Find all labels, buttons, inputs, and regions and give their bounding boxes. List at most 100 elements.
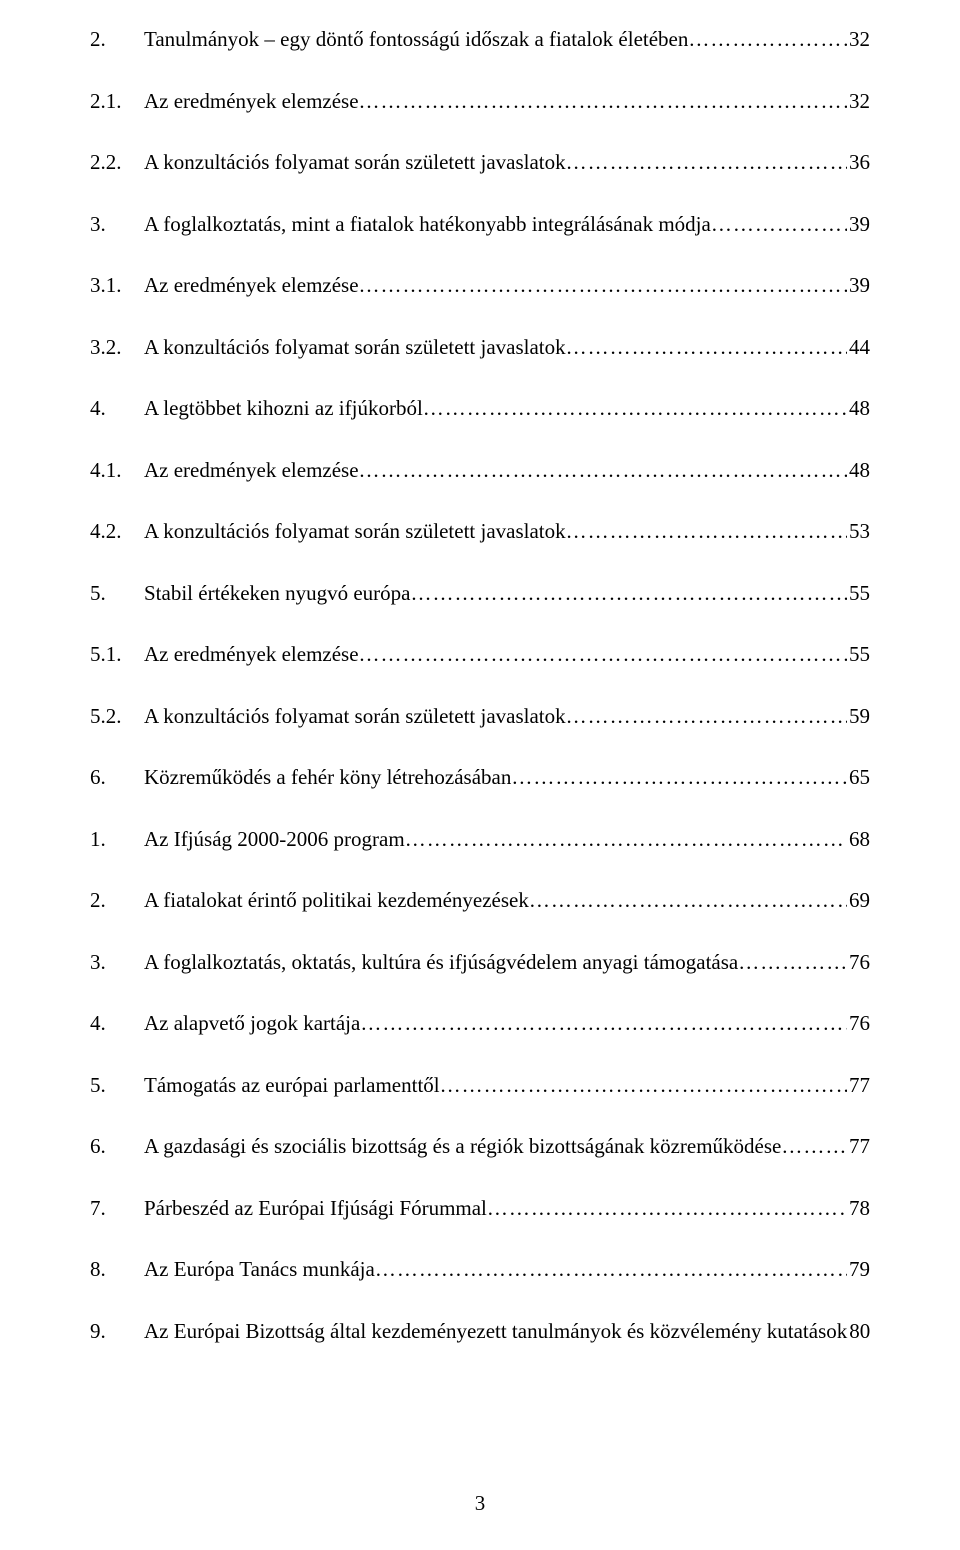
toc-entry-title: Tanulmányok – egy döntő fontosságú idősz…	[144, 24, 688, 56]
toc-entry-title: Az Európai Bizottság által kezdeményezet…	[144, 1316, 847, 1348]
toc-entry-page: 76	[847, 947, 870, 979]
toc-entry-number: 5.1.	[90, 639, 144, 671]
toc-entry-title: A konzultációs folyamat során született …	[144, 147, 566, 179]
toc-entry-title: Az alapvető jogok kartája	[144, 1008, 360, 1040]
toc-entry-title: Az eredmények elemzése	[144, 86, 359, 118]
toc-entry-number: 2.2.	[90, 147, 144, 179]
toc-entry: 5. Támogatás az európai parlamenttől …………	[90, 1070, 870, 1102]
toc-entry-title: Az eredmények elemzése	[144, 270, 359, 302]
toc-leader-dots: ……………………………………………………………………………………………………………	[375, 1254, 847, 1286]
toc-entry-title: A konzultációs folyamat során született …	[144, 332, 566, 364]
toc-entry-page: 44	[847, 332, 870, 364]
toc-entry: 4. Az alapvető jogok kartája ………………………………	[90, 1008, 870, 1040]
toc-entry-title: Az eredmények elemzése	[144, 639, 359, 671]
toc-leader-dots: ……………………………………………………………………………………………………………	[440, 1070, 847, 1102]
toc-entry-page: 55	[847, 578, 870, 610]
toc-entry-page: 68	[847, 824, 870, 856]
toc-entry-number: 4.2.	[90, 516, 144, 548]
toc-entry-title: A fiatalokat érintő politikai kezdeménye…	[144, 885, 529, 917]
toc-entry: 3. A foglalkoztatás, mint a fiatalok hat…	[90, 209, 870, 241]
toc-entry-number: 6.	[90, 1131, 144, 1163]
toc-leader-dots: ……………………………………………………………………………………………………………	[529, 885, 847, 917]
toc-entry-number: 3.2.	[90, 332, 144, 364]
toc-entry-page: 79	[847, 1254, 870, 1286]
toc-leader-dots: ……………………………………………………………………………………………………………	[359, 639, 847, 671]
toc-entry: 2. Tanulmányok – egy döntő fontosságú id…	[90, 24, 870, 56]
toc-entry-page: 77	[847, 1131, 870, 1163]
toc-entry: 3.2. A konzultációs folyamat során szüle…	[90, 332, 870, 364]
toc-entry-page: 53	[847, 516, 870, 548]
toc-entry: 6. Közreműködés a fehér köny létrehozásá…	[90, 762, 870, 794]
toc-entry: 2.2. A konzultációs folyamat során szüle…	[90, 147, 870, 179]
toc-entry-title: Stabil értékeken nyugvó európa	[144, 578, 411, 610]
toc-leader-dots: ……………………………………………………………………………………………………………	[359, 455, 847, 487]
toc-entry-page: 39	[847, 209, 870, 241]
toc-entry: 8. Az Európa Tanács munkája …………………………………	[90, 1254, 870, 1286]
toc-entry-number: 4.1.	[90, 455, 144, 487]
toc-entry: 4.2. A konzultációs folyamat során szüle…	[90, 516, 870, 548]
toc-entry-title: A gazdasági és szociális bizottság és a …	[144, 1131, 781, 1163]
toc-leader-dots: ……………………………………………………………………………………………………………	[360, 1008, 847, 1040]
toc-entry-title: Támogatás az európai parlamenttől	[144, 1070, 440, 1102]
toc-leader-dots: ……………………………………………………………………………………………………………	[405, 824, 847, 856]
toc-entry-page: 48	[847, 393, 870, 425]
toc-leader-dots: ……………………………………………………………………………………………………………	[711, 209, 847, 241]
toc-leader-dots: ……………………………………………………………………………………………………………	[411, 578, 848, 610]
toc-entry: 6. A gazdasági és szociális bizottság és…	[90, 1131, 870, 1163]
toc-leader-dots: ……………………………………………………………………………………………………………	[688, 24, 847, 56]
toc-entry-number: 5.2.	[90, 701, 144, 733]
toc-entry-page: 48	[847, 455, 870, 487]
toc-entry-page: 77	[847, 1070, 870, 1102]
toc-entry-number: 5.	[90, 578, 144, 610]
toc-entry-title: A legtöbbet kihozni az ifjúkorból	[144, 393, 423, 425]
toc-entry-title: Az Európa Tanács munkája	[144, 1254, 375, 1286]
toc-entry-title: Párbeszéd az Európai Ifjúsági Fórummal	[144, 1193, 487, 1225]
toc-entry-number: 3.1.	[90, 270, 144, 302]
toc-leader-dots: ……………………………………………………………………………………………………………	[511, 762, 847, 794]
toc-entry-page: 65	[847, 762, 870, 794]
toc-leader-dots: ……………………………………………………………………………………………………………	[566, 147, 847, 179]
toc-leader-dots: ……………………………………………………………………………………………………………	[487, 1193, 847, 1225]
toc-leader-dots: ……………………………………………………………………………………………………………	[423, 393, 847, 425]
toc-entry: 7. Párbeszéd az Európai Ifjúsági Fórumma…	[90, 1193, 870, 1225]
toc-entry-number: 2.	[90, 24, 144, 56]
toc-entry: 5. Stabil értékeken nyugvó európa …………………	[90, 578, 870, 610]
toc-leader-dots: ……………………………………………………………………………………………………………	[566, 701, 847, 733]
toc-entry-page: 32	[847, 86, 870, 118]
toc-entry: 2.1. Az eredmények elemzése …………………………………	[90, 86, 870, 118]
toc-entry: 9. Az Európai Bizottság által kezdeménye…	[90, 1316, 870, 1348]
toc-entry-title: A konzultációs folyamat során született …	[144, 516, 566, 548]
toc-entry: 4. A legtöbbet kihozni az ifjúkorból …………	[90, 393, 870, 425]
toc-entry: 2. A fiatalokat érintő politikai kezdemé…	[90, 885, 870, 917]
toc-entry: 1. Az Ifjúság 2000-2006 program ………………………	[90, 824, 870, 856]
toc-entry-number: 5.	[90, 1070, 144, 1102]
toc-entry-number: 6.	[90, 762, 144, 794]
toc-entry-page: 32	[847, 24, 870, 56]
toc-entry-number: 9.	[90, 1316, 144, 1348]
toc-entry: 4.1. Az eredmények elemzése …………………………………	[90, 455, 870, 487]
toc-entry: 3. A foglalkoztatás, oktatás, kultúra és…	[90, 947, 870, 979]
page-number: 3	[475, 1491, 486, 1516]
toc-entry-page: 39	[847, 270, 870, 302]
toc-entry-page: 78	[847, 1193, 870, 1225]
toc-entry-title: A foglalkoztatás, mint a fiatalok hatéko…	[144, 209, 711, 241]
toc-entry-page: 55	[847, 639, 870, 671]
toc-entry-title: Az Ifjúság 2000-2006 program	[144, 824, 405, 856]
toc-leader-dots: ……………………………………………………………………………………………………………	[566, 516, 847, 548]
toc-leader-dots: ……………………………………………………………………………………………………………	[359, 270, 847, 302]
toc-entry-number: 4.	[90, 1008, 144, 1040]
toc-leader-dots: ……………………………………………………………………………………………………………	[359, 86, 847, 118]
toc-entry-page: 59	[847, 701, 870, 733]
toc-entry-page: 80	[847, 1316, 870, 1348]
toc-entry-number: 1.	[90, 824, 144, 856]
toc-entry-title: A konzultációs folyamat során született …	[144, 701, 566, 733]
table-of-contents: 2. Tanulmányok – egy döntő fontosságú id…	[90, 24, 870, 1347]
toc-leader-dots: ……………………………………………………………………………………………………………	[781, 1131, 847, 1163]
toc-entry-title: A foglalkoztatás, oktatás, kultúra és if…	[144, 947, 738, 979]
toc-entry-number: 3.	[90, 947, 144, 979]
toc-entry-title: Az eredmények elemzése	[144, 455, 359, 487]
toc-entry-number: 2.1.	[90, 86, 144, 118]
toc-entry-page: 69	[847, 885, 870, 917]
toc-entry: 5.2. A konzultációs folyamat során szüle…	[90, 701, 870, 733]
toc-entry-page: 76	[847, 1008, 870, 1040]
